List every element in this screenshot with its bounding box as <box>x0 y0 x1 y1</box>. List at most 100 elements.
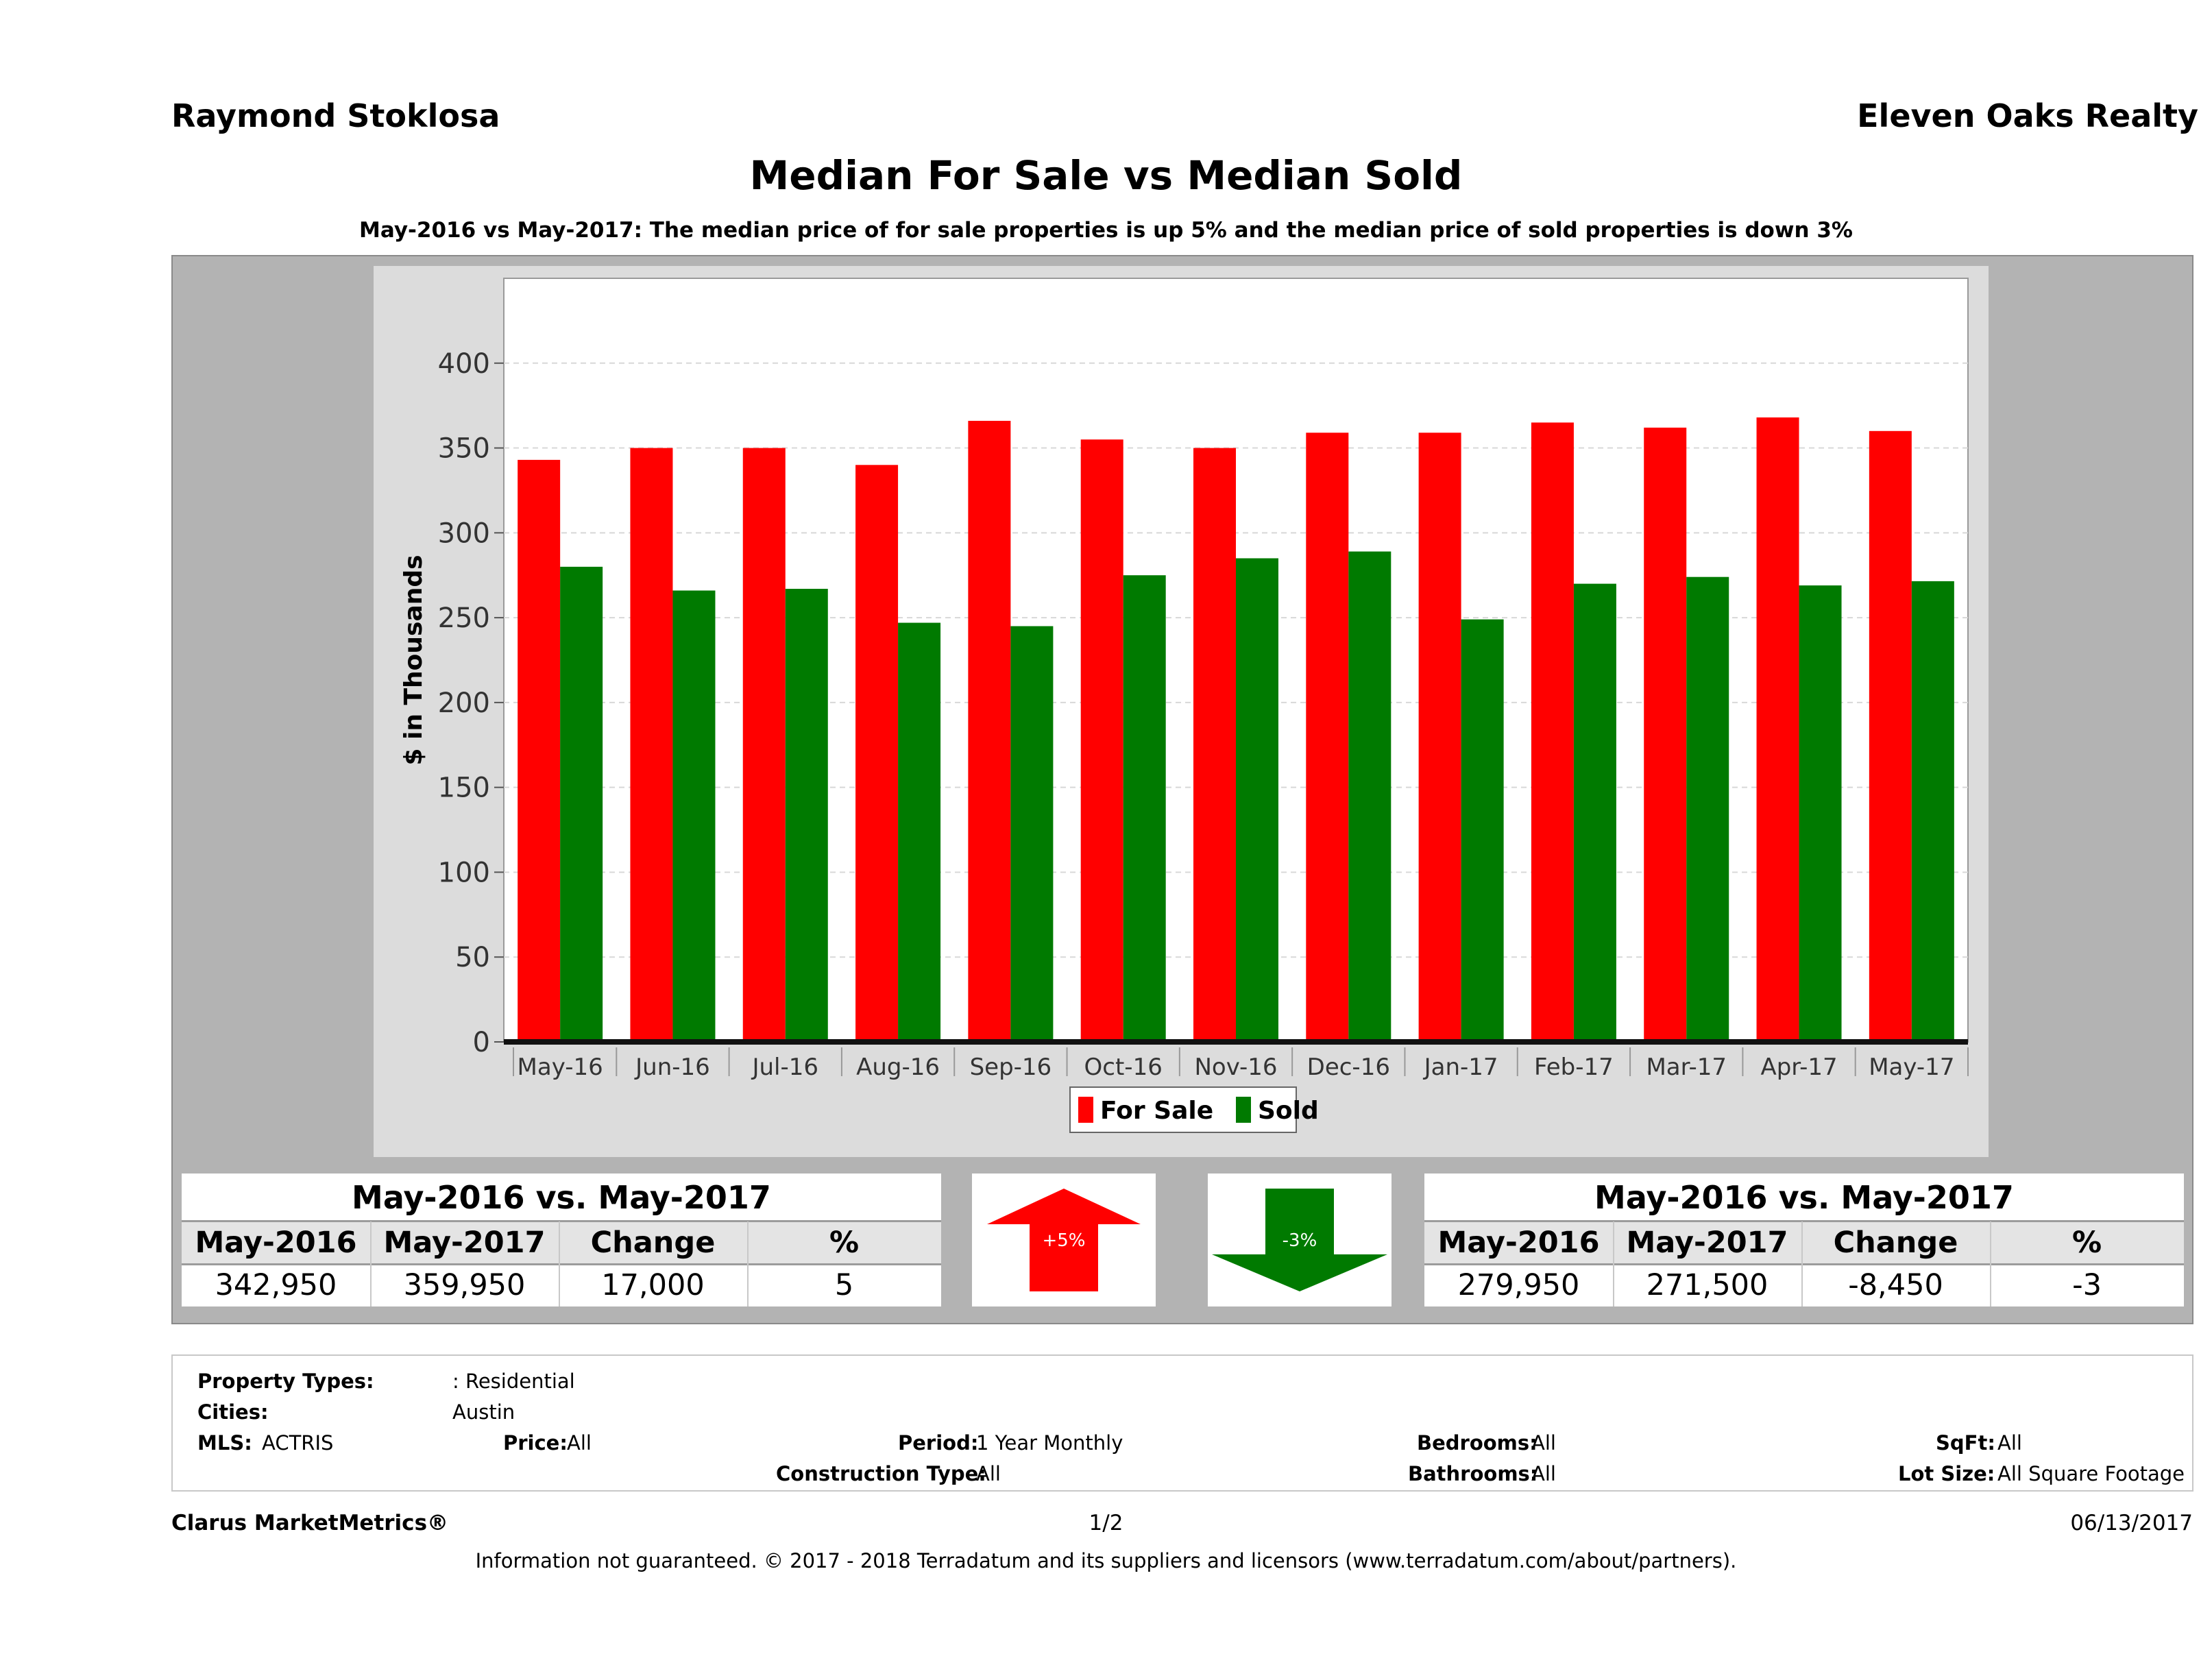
product-name: Clarus MarketMetrics® <box>171 1511 449 1535</box>
price-value: All <box>567 1431 592 1455</box>
chart-title: Median For Sale vs Median Sold <box>749 152 1463 199</box>
y-tick-label: 350 <box>438 433 490 465</box>
bar-for-sale <box>630 448 673 1042</box>
sold-comparison-table: May-2016 vs. May-2017 May-2016 May-2017 … <box>1424 1174 2184 1306</box>
sold-table-header-row: May-2016 May-2017 Change % <box>1424 1220 2184 1265</box>
y-tick-label: 250 <box>438 603 490 634</box>
bar-for-sale <box>742 448 786 1042</box>
sold-header-change: Change <box>1833 1226 1958 1260</box>
search-criteria-box: Property Types: : Residential Cities: Au… <box>171 1354 2193 1492</box>
y-tick-label: 0 <box>473 1027 490 1058</box>
bar-for-sale <box>1869 430 1912 1042</box>
bar-sold <box>1461 619 1504 1042</box>
bar-for-sale <box>518 459 561 1042</box>
y-axis-label: $ in Thousands <box>400 555 428 765</box>
bar-sold <box>785 589 828 1042</box>
sold-header-percent: % <box>2071 1226 2102 1260</box>
x-tick-label: Oct-16 <box>1084 1054 1163 1081</box>
bar-for-sale <box>1193 448 1236 1042</box>
for-sale-table-header-row: May-2016 May-2017 Change % <box>182 1220 941 1265</box>
for-sale-header-may-2016: May-2016 <box>195 1226 357 1260</box>
for-sale-value-may-2016: 342,950 <box>215 1268 337 1302</box>
page-number: 1/2 <box>1089 1511 1123 1535</box>
bar-for-sale <box>1080 439 1123 1042</box>
x-tick-label: May-16 <box>518 1054 603 1081</box>
bar-for-sale <box>1644 427 1687 1042</box>
x-tick-label: Jun-16 <box>634 1054 710 1081</box>
cities-value: Austin <box>452 1400 515 1424</box>
arrow-down-icon: -3% <box>1212 1189 1387 1291</box>
sold-value-may-2016: 279,950 <box>1457 1268 1580 1302</box>
legend-label-sold: Sold <box>1258 1097 1319 1125</box>
bar-sold <box>1123 575 1166 1042</box>
bar-for-sale <box>1306 433 1349 1042</box>
chart-subtitle: May-2016 vs May-2017: The median price o… <box>359 218 1853 243</box>
sqft-value: All <box>1997 1431 2022 1455</box>
bar-sold <box>898 622 941 1042</box>
sold-header-may-2016: May-2016 <box>1437 1226 1600 1260</box>
bathrooms-value: All <box>1531 1462 1556 1485</box>
bar-for-sale <box>1531 422 1574 1042</box>
agent-name: Raymond Stoklosa <box>171 97 500 134</box>
x-tick-label: Feb-17 <box>1534 1054 1614 1081</box>
x-tick-label: May-17 <box>1869 1054 1954 1081</box>
mls-value: ACTRIS <box>262 1431 334 1455</box>
disclaimer: Information not guaranteed. © 2017 - 201… <box>475 1549 1737 1572</box>
lot-size-value: All Square Footage <box>1997 1462 2185 1485</box>
for-sale-header-may-2017: May-2017 <box>383 1226 546 1260</box>
bar-sold <box>1348 551 1391 1042</box>
property-types-label: Property Types: <box>197 1370 374 1393</box>
y-tick-label: 50 <box>455 942 490 973</box>
for-sale-header-change: Change <box>590 1226 716 1260</box>
bar-for-sale <box>1418 433 1461 1042</box>
bar-sold <box>1911 581 1954 1042</box>
sold-header-may-2017: May-2017 <box>1626 1226 1788 1260</box>
y-tick-label: 200 <box>438 688 490 719</box>
bar-sold <box>1686 576 1729 1042</box>
bar-for-sale <box>855 465 899 1042</box>
x-tick-label: Jan-17 <box>1423 1054 1498 1081</box>
sqft-label: SqFt: <box>1936 1431 1995 1455</box>
property-types-value: : Residential <box>452 1370 575 1393</box>
mls-label: MLS: <box>197 1431 252 1455</box>
bar-chart: 0 50 100 150 200 250 300 350 400 $ in Thousands Ma… <box>400 278 1969 1133</box>
y-tick-label: 150 <box>438 773 490 804</box>
brokerage-name: Eleven Oaks Realty <box>1857 97 2198 134</box>
bedrooms-label: Bedrooms: <box>1417 1431 1538 1455</box>
for-sale-comparison-table: May-2016 vs. May-2017 May-2016 May-2017 … <box>182 1174 941 1306</box>
period-label: Period: <box>898 1431 979 1455</box>
bathrooms-label: Bathrooms: <box>1408 1462 1538 1485</box>
for-sale-value-may-2017: 359,950 <box>403 1268 526 1302</box>
construction-type-value: All <box>976 1462 1001 1485</box>
sold-value-change: -8,450 <box>1848 1268 1943 1302</box>
sold-change-indicator: -3% <box>1208 1174 1391 1306</box>
y-tick-label: 100 <box>438 857 490 888</box>
bar-sold <box>1236 558 1278 1042</box>
cities-label: Cities: <box>197 1400 269 1424</box>
price-label: Price: <box>503 1431 568 1455</box>
bar-sold <box>1573 583 1616 1042</box>
for-sale-change-label: +5% <box>1042 1230 1085 1251</box>
y-tick-label: 400 <box>438 348 490 380</box>
report-date: 06/13/2017 <box>2070 1511 2193 1535</box>
bar-sold <box>672 590 716 1042</box>
bar-sold <box>1010 626 1054 1042</box>
x-tick-label: Nov-16 <box>1195 1054 1278 1081</box>
x-tick-label: Jul-16 <box>751 1054 818 1081</box>
bar-sold <box>560 566 603 1042</box>
sold-table-title: May-2016 vs. May-2017 <box>1594 1179 2014 1216</box>
sold-value-percent: -3 <box>2072 1268 2102 1302</box>
bedrooms-value: All <box>1531 1431 1556 1455</box>
sold-change-label: -3% <box>1283 1230 1317 1251</box>
chart-area: 0 50 100 150 200 250 300 350 400 $ in Thousands Ma… <box>374 266 1989 1157</box>
bar-sold <box>1799 585 1842 1042</box>
sold-value-may-2017: 271,500 <box>1646 1268 1769 1302</box>
x-tick-label: Dec-16 <box>1307 1054 1390 1081</box>
bar-for-sale <box>1756 417 1799 1042</box>
legend <box>1069 1086 1297 1133</box>
for-sale-header-percent: % <box>829 1226 860 1260</box>
legend-swatch-sold <box>1236 1097 1251 1123</box>
period-value: 1 Year Monthly <box>976 1431 1123 1455</box>
x-tick-label: Mar-17 <box>1646 1054 1727 1081</box>
arrow-up-icon: +5% <box>987 1189 1141 1291</box>
